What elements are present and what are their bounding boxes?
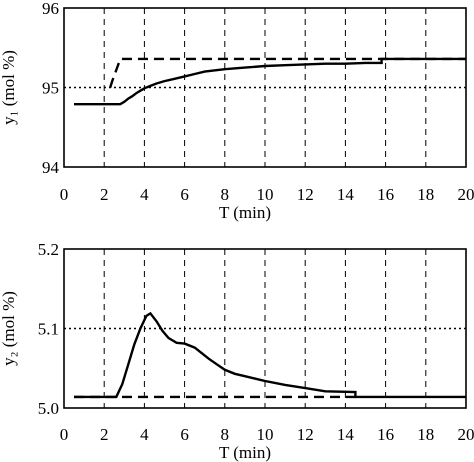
x-tick-label: 16 (377, 425, 394, 444)
x-tick-label: 6 (180, 185, 189, 204)
y-tick-label: 96 (42, 0, 59, 18)
series-line-solid (74, 311, 466, 399)
x-tick-label: 18 (417, 185, 434, 204)
x-tick-label: 0 (60, 185, 69, 204)
x-tick-label: 4 (140, 185, 149, 204)
plot-frame (63, 7, 467, 168)
series-line-dashed (109, 57, 466, 88)
chart-panel-bottom: 0 2 4 6 8 10 12 14 16 18 20 5.0 5.1 5.2 T (min) y₂ (mol… (0, 240, 474, 462)
x-tick-label: 2 (100, 185, 109, 204)
x-tick-label: 12 (297, 425, 314, 444)
y-tick-label: 5.1 (38, 320, 59, 339)
series-line-solid (74, 57, 466, 106)
x-tick-label: 10 (257, 425, 274, 444)
x-tick-label: 14 (337, 425, 355, 444)
x-tick-label: 14 (337, 185, 355, 204)
x-tick-label: 20 (458, 425, 474, 444)
x-tick-label: 0 (60, 425, 69, 444)
x-tick-label: 10 (257, 185, 274, 204)
x-tick-label: 8 (221, 185, 230, 204)
y-tick-label: 95 (42, 79, 59, 98)
x-tick-label: 8 (221, 425, 230, 444)
chart-panel-top: 0 2 4 6 8 10 12 14 16 18 20 94 95 96 T (min) y₁ (mol %) (0, 0, 474, 222)
y-tick-label: 5.0 (38, 399, 59, 418)
y-axis-label: y₁ (mol %) (0, 50, 18, 125)
x-tick-label: 2 (100, 425, 109, 444)
x-axis-label: T (min) (219, 203, 271, 222)
x-axis-label: T (min) (219, 443, 271, 462)
y-tick-label: 5.2 (38, 240, 59, 259)
x-tick-label: 16 (377, 185, 394, 204)
y-tick-label: 94 (42, 158, 60, 177)
x-tick-label: 6 (180, 425, 189, 444)
plot-frame (63, 248, 467, 409)
x-tick-label: 12 (297, 185, 314, 204)
x-tick-label: 20 (458, 185, 474, 204)
x-tick-label: 18 (417, 425, 434, 444)
x-tick-label: 4 (140, 425, 149, 444)
y-axis-label: y₂ (mol %) (0, 291, 18, 366)
